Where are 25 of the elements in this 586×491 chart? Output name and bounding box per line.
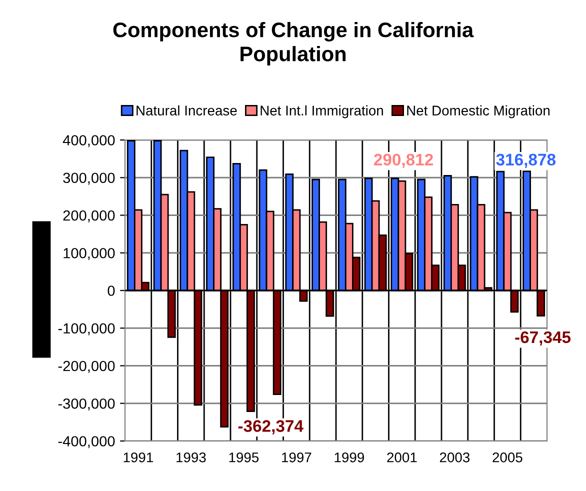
x-tick-label: 1991 [124, 452, 153, 462]
x-tick-label: 1999 [334, 452, 364, 462]
annotation: -67,345 [515, 331, 571, 346]
y-tick-label: -200,000 [58, 360, 115, 373]
x-tick-label: 1997 [282, 452, 312, 462]
y-tick-label: -400,000 [58, 436, 115, 448]
x-tick-label: 2003 [440, 452, 470, 462]
annotation: 290,812 [374, 154, 433, 168]
x-tick-label: 2005 [492, 452, 522, 462]
x-tick-label: 1995 [229, 452, 259, 462]
y-tick-label: -100,000 [58, 323, 115, 336]
x-tick-label: 1993 [176, 452, 206, 462]
legend-label: Natural Increase [136, 105, 237, 116]
y-tick-label: 400,000 [62, 135, 115, 148]
annotation: -362,374 [238, 420, 304, 434]
chart-title: Components of Change in California Population [113, 22, 474, 66]
annotation: 316,878 [496, 154, 556, 168]
y-tick-label: 200,000 [63, 210, 115, 222]
legend-label: Net Int.l Immigration [260, 105, 383, 118]
x-tick-label: 2001 [387, 452, 417, 462]
legend-label: Net Domestic Migration [407, 105, 550, 118]
y-tick-label: 0 [108, 286, 115, 296]
y-tick-label: -300,000 [58, 398, 115, 411]
y-tick-label: 300,000 [63, 172, 115, 185]
y-tick-label: 100,000 [64, 248, 115, 260]
